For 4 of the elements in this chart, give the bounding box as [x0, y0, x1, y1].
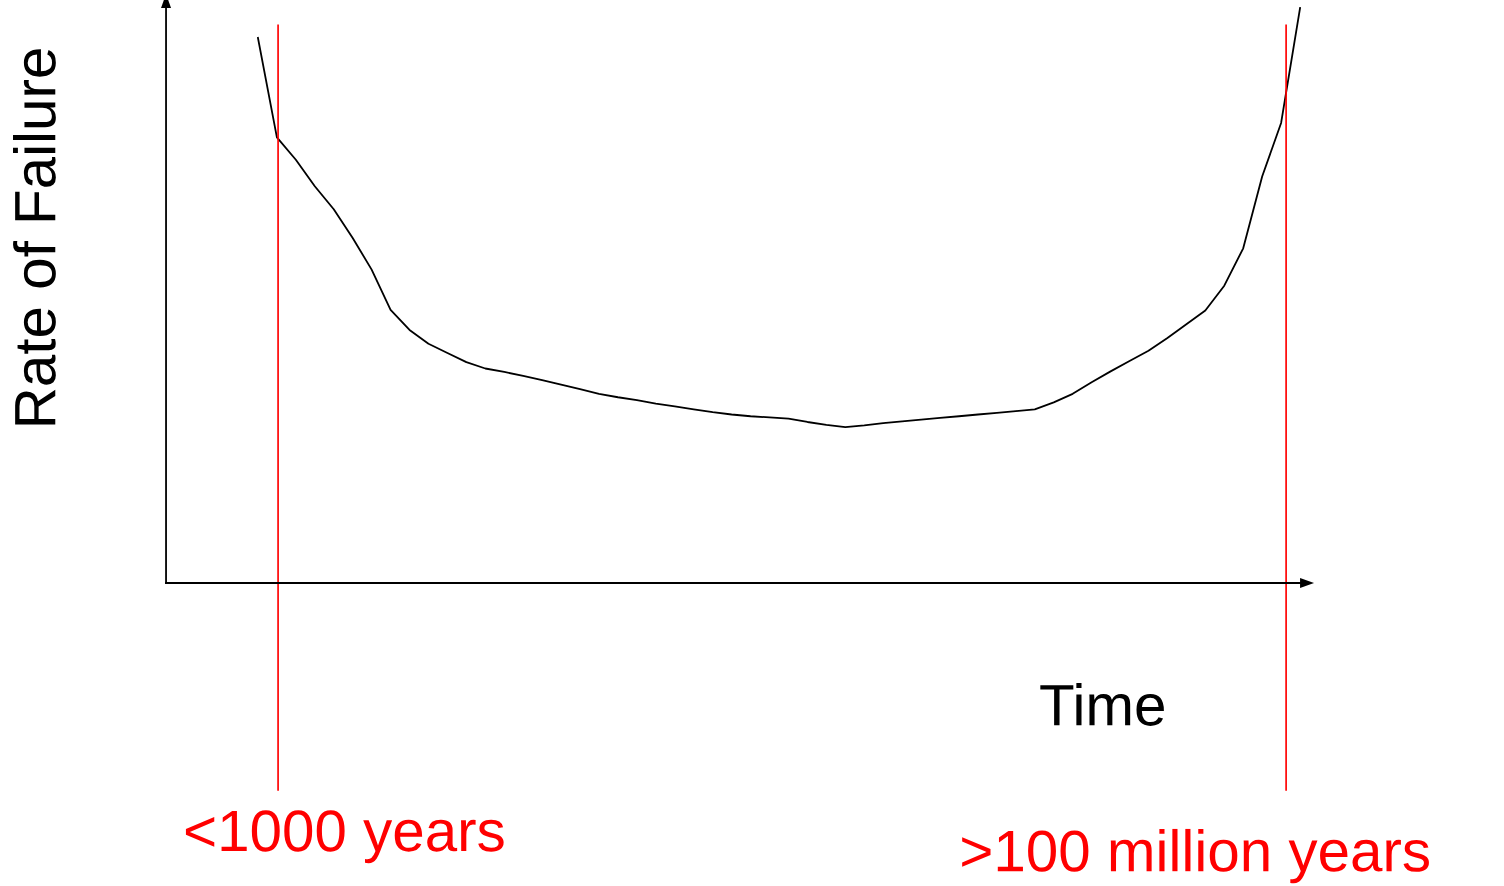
text: >100 million years	[962, 828, 1429, 884]
x-axis-title: Time	[1040, 683, 1164, 726]
y-axis-title: Rate of Failure	[13, 49, 56, 425]
text: <1000 years	[185, 810, 504, 864]
